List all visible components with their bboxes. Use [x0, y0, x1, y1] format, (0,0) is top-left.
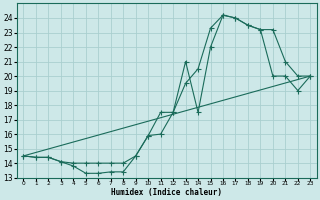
X-axis label: Humidex (Indice chaleur): Humidex (Indice chaleur) [111, 188, 222, 197]
